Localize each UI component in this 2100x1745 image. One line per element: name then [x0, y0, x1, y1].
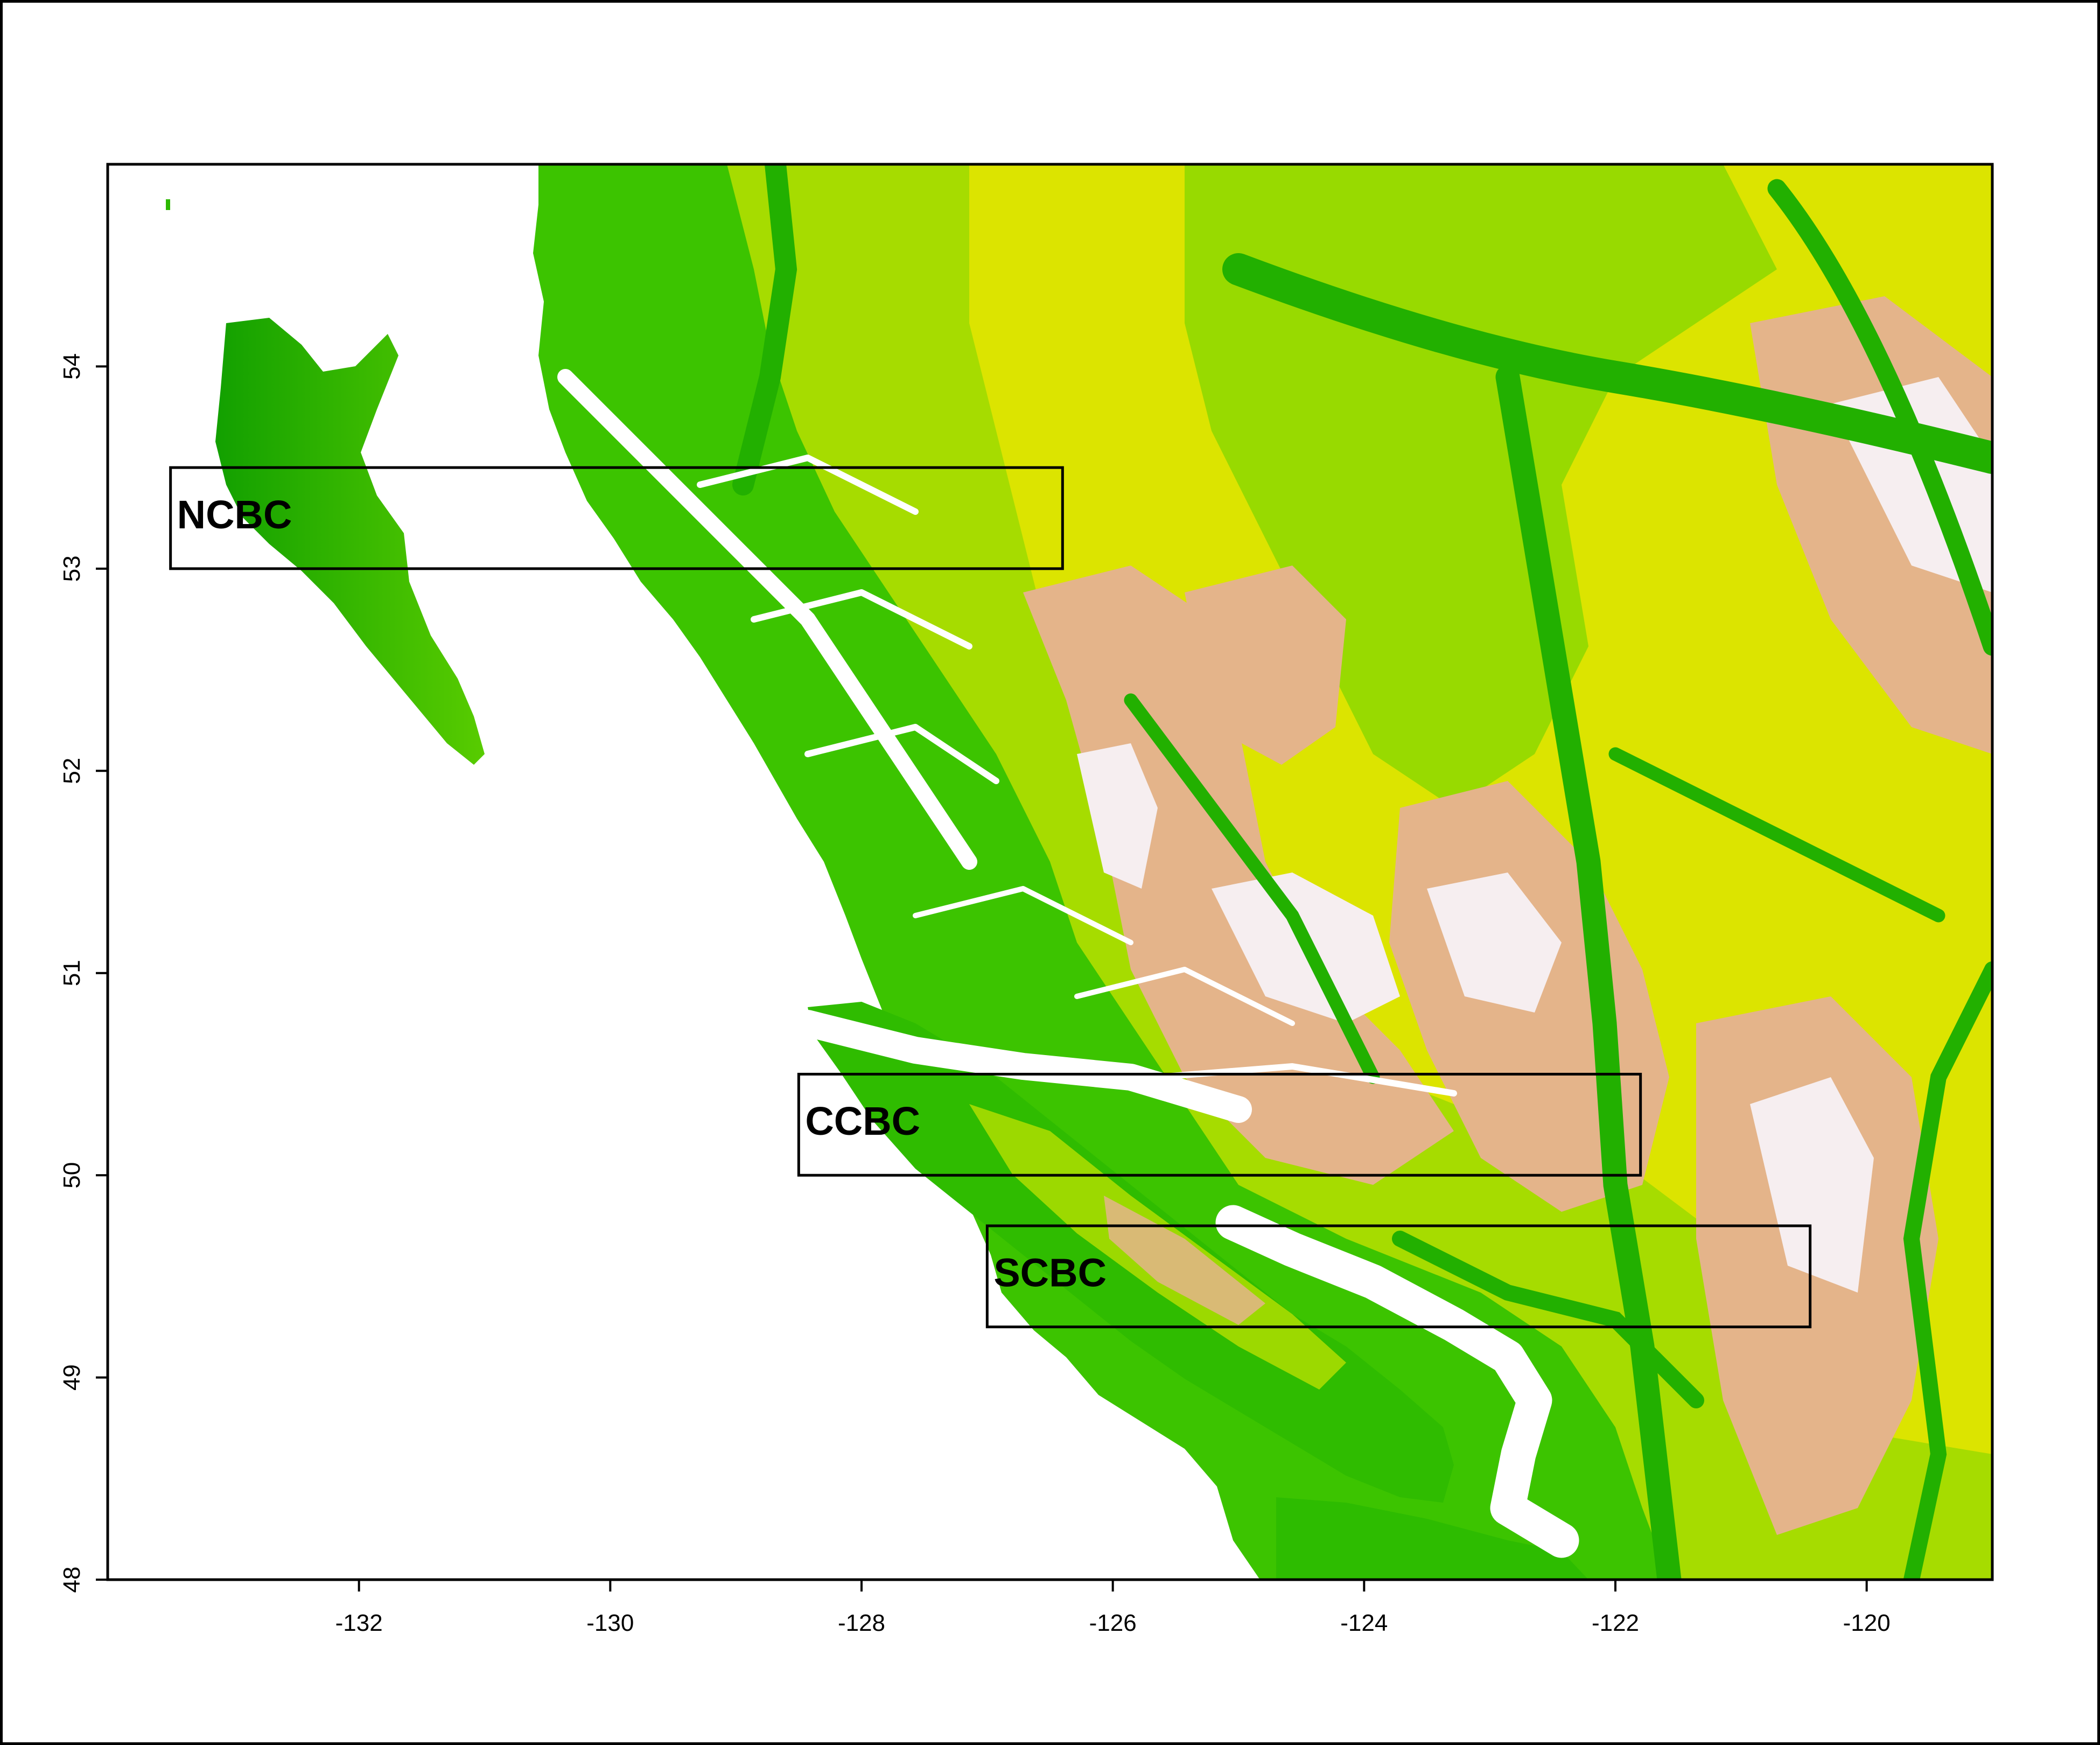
river-valleys — [732, 164, 1992, 1580]
x-axis: -132 -130 -128 -126 -124 -122 -120 — [335, 1580, 1891, 1636]
y-tick-label: 51 — [59, 960, 85, 986]
x-tick-label: -122 — [1592, 1610, 1639, 1636]
region-box-ncbc — [169, 466, 1064, 570]
peak-zone-1 — [1077, 743, 1158, 889]
region-label-ncbc: NCBC — [177, 492, 292, 537]
haida-gwaii — [215, 318, 485, 765]
y-tick-label: 50 — [59, 1162, 85, 1189]
y-tick-label: 48 — [59, 1567, 85, 1593]
region-label-scbc: SCBC — [993, 1251, 1107, 1295]
y-axis: 48 49 50 51 52 53 54 — [59, 353, 108, 1593]
region-box-ccbc — [797, 1072, 1642, 1177]
x-tick-label: -132 — [335, 1610, 383, 1636]
high-zone-plateau — [1185, 566, 1346, 765]
region-box-scbc — [985, 1224, 1812, 1329]
x-tick-label: -128 — [838, 1610, 885, 1636]
x-tick-label: -120 — [1843, 1610, 1891, 1636]
vancouver-island-high — [1104, 1196, 1265, 1325]
region-label-ccbc: CCBC — [805, 1099, 920, 1143]
water-channels — [557, 369, 1579, 1558]
region-boxes: NCBC CCBC SCBC — [169, 466, 1812, 1329]
y-tick-label: 53 — [59, 555, 85, 582]
haida-gwaii-islet — [166, 199, 170, 210]
x-tick-label: -130 — [586, 1610, 634, 1636]
x-tick-label: -126 — [1089, 1610, 1137, 1636]
y-tick-label: 54 — [59, 353, 85, 380]
y-tick-label: 49 — [59, 1364, 85, 1391]
peak-zone-5 — [1750, 1077, 1874, 1293]
terrain-raster — [166, 164, 1992, 1580]
olympic-peninsula — [1276, 1497, 1588, 1580]
peak-zone-3 — [1427, 872, 1562, 1013]
x-tick-label: -124 — [1340, 1610, 1388, 1636]
y-tick-label: 52 — [59, 758, 85, 784]
plot-box — [106, 163, 1994, 1581]
